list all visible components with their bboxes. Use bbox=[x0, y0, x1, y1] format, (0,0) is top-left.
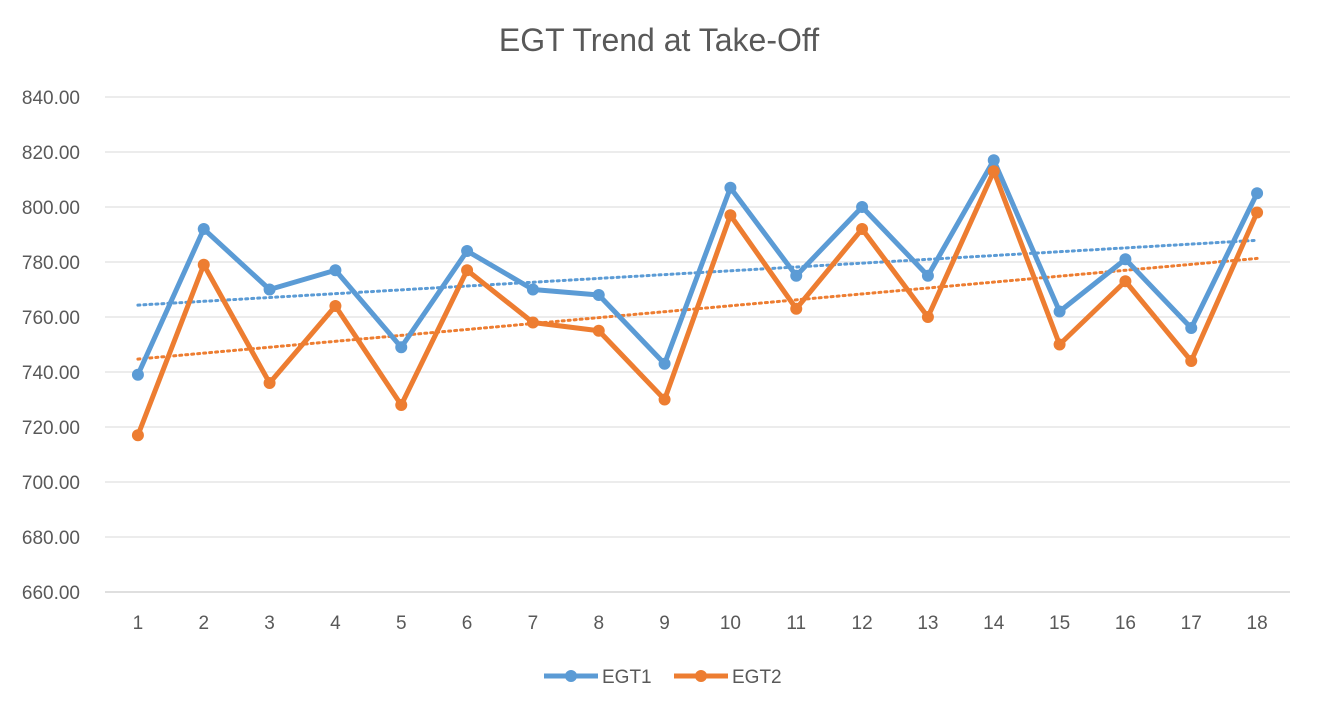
data-point bbox=[856, 223, 869, 235]
y-tick-label: 700.00 bbox=[22, 473, 80, 494]
y-tick-label: 800.00 bbox=[22, 198, 80, 219]
x-tick-label: 15 bbox=[1049, 613, 1070, 634]
x-tick-label: 18 bbox=[1247, 613, 1268, 634]
data-point bbox=[131, 368, 144, 381]
x-tick-label: 7 bbox=[528, 613, 539, 634]
data-point bbox=[921, 311, 934, 323]
data-point bbox=[329, 300, 342, 312]
x-tick-label: 3 bbox=[264, 613, 275, 634]
data-point bbox=[1053, 305, 1066, 318]
series-egt2 bbox=[131, 165, 1264, 442]
x-tick-label: 1 bbox=[133, 613, 144, 634]
x-tick-label: 10 bbox=[720, 613, 741, 634]
data-point bbox=[263, 283, 276, 296]
y-axis: 660.00 680.00 700.00 720.00 740.00 760.00 780.… bbox=[22, 88, 80, 604]
data-point bbox=[395, 399, 408, 411]
y-tick-label: 740.00 bbox=[22, 363, 80, 384]
chart-title: EGT Trend at Take-Off bbox=[498, 22, 820, 58]
data-point bbox=[856, 201, 869, 213]
data-point bbox=[592, 289, 605, 301]
x-tick-label: 11 bbox=[786, 613, 806, 634]
legend-label: EGT2 bbox=[732, 667, 782, 688]
y-tick-label: 840.00 bbox=[22, 88, 80, 109]
data-point bbox=[724, 181, 737, 194]
data-point bbox=[1185, 355, 1198, 367]
legend-swatch-marker bbox=[695, 670, 707, 682]
x-tick-label: 4 bbox=[330, 613, 341, 634]
data-point bbox=[658, 393, 671, 406]
legend[interactable]: EGT1 EGT2 bbox=[544, 667, 782, 688]
data-point bbox=[1251, 206, 1264, 219]
data-point bbox=[987, 165, 1000, 178]
legend-item-egt1[interactable]: EGT1 bbox=[544, 667, 652, 688]
data-point bbox=[461, 264, 474, 277]
data-point bbox=[724, 209, 737, 222]
data-point bbox=[790, 269, 803, 282]
data-point bbox=[526, 316, 539, 329]
y-tick-label: 720.00 bbox=[22, 418, 80, 439]
x-tick-label: 5 bbox=[396, 613, 407, 634]
data-point bbox=[921, 269, 934, 282]
data-point bbox=[526, 283, 539, 296]
y-tick-label: 660.00 bbox=[22, 583, 80, 604]
x-tick-label: 6 bbox=[462, 613, 473, 634]
data-point bbox=[1053, 338, 1066, 351]
x-tick-label: 17 bbox=[1181, 613, 1202, 634]
x-tick-label: 9 bbox=[659, 613, 670, 634]
x-tick-label: 14 bbox=[983, 613, 1005, 634]
data-point bbox=[1251, 187, 1264, 200]
legend-label: EGT1 bbox=[602, 667, 652, 688]
data-point bbox=[790, 302, 803, 315]
series bbox=[131, 154, 1264, 442]
legend-swatch-marker bbox=[565, 670, 577, 682]
data-point bbox=[658, 357, 671, 370]
data-point bbox=[197, 258, 210, 271]
data-point bbox=[131, 429, 144, 442]
series-line bbox=[135, 168, 1260, 437]
x-tick-label: 2 bbox=[198, 613, 209, 634]
x-tick-label: 8 bbox=[593, 613, 604, 634]
x-tick-label: 16 bbox=[1115, 613, 1136, 634]
data-point bbox=[263, 377, 276, 389]
x-tick-label: 12 bbox=[852, 613, 873, 634]
x-tick-label: 13 bbox=[917, 613, 938, 634]
data-point bbox=[1119, 253, 1132, 266]
data-point bbox=[461, 245, 474, 257]
trendline-egt2 bbox=[136, 256, 1259, 361]
y-tick-label: 780.00 bbox=[22, 253, 80, 274]
series-line bbox=[135, 157, 1260, 376]
y-tick-label: 680.00 bbox=[22, 528, 80, 549]
legend-item-egt2[interactable]: EGT2 bbox=[674, 667, 782, 688]
series-egt1 bbox=[131, 154, 1264, 381]
y-tick-label: 760.00 bbox=[22, 308, 80, 329]
x-axis: 1 2 3 4 5 6 7 8 9 10 11 12 13 14 15 16 17 18 bbox=[133, 613, 1268, 634]
data-point bbox=[1119, 275, 1132, 288]
y-tick-label: 820.00 bbox=[22, 143, 80, 164]
gridlines bbox=[105, 96, 1290, 593]
data-point bbox=[987, 154, 1000, 167]
data-point bbox=[395, 341, 408, 354]
data-point bbox=[197, 223, 210, 235]
data-point bbox=[1185, 322, 1198, 334]
data-point bbox=[592, 324, 605, 337]
data-point bbox=[329, 264, 342, 277]
